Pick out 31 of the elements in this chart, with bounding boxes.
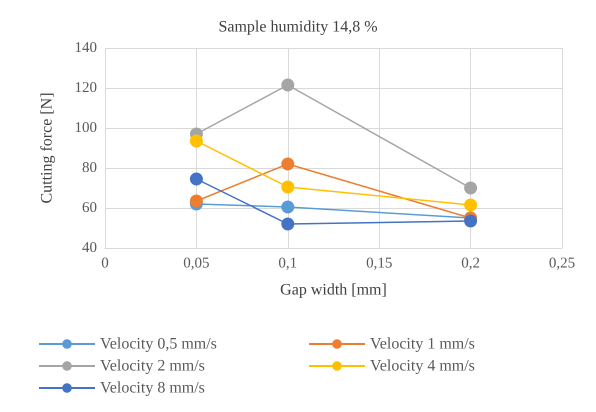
point xyxy=(464,182,478,194)
legend-label: Velocity 2 mm/s xyxy=(100,358,205,374)
legend-label: Velocity 1 mm/s xyxy=(370,336,475,352)
point xyxy=(281,78,294,92)
x-tick-label: 0,15 xyxy=(366,256,392,272)
point xyxy=(190,194,203,208)
y-tick-label: 40 xyxy=(82,240,97,256)
x-tick-label: 0 xyxy=(101,256,109,272)
y-axis-title: Cutting force [N] xyxy=(38,92,56,204)
x-tick-label: 0,2 xyxy=(461,256,480,272)
point xyxy=(281,158,294,170)
point xyxy=(281,218,294,230)
point xyxy=(190,134,203,148)
y-tick-label: 60 xyxy=(82,200,97,216)
point xyxy=(464,198,478,212)
x-tick-label: 0,25 xyxy=(548,256,576,272)
legend-label: Velocity 4 mm/s xyxy=(370,358,475,374)
legend-label: Velocity 8 mm/s xyxy=(100,380,205,396)
point xyxy=(464,214,478,228)
x-axis-title: Gap width [mm] xyxy=(280,282,387,298)
point xyxy=(190,172,203,186)
y-tick-label: 80 xyxy=(82,160,97,176)
legend-label: Velocity 0,5 mm/s xyxy=(100,336,217,352)
point xyxy=(281,200,294,214)
point xyxy=(281,180,294,194)
y-tick-label: 140 xyxy=(74,40,97,56)
x-tick-label: 0,05 xyxy=(183,256,210,272)
y-tick-label: 100 xyxy=(74,120,97,136)
y-tick-label: 120 xyxy=(74,80,97,96)
x-tick-label: 0,1 xyxy=(278,256,298,272)
chart-title: Sample humidity 14,8 % xyxy=(218,18,378,36)
